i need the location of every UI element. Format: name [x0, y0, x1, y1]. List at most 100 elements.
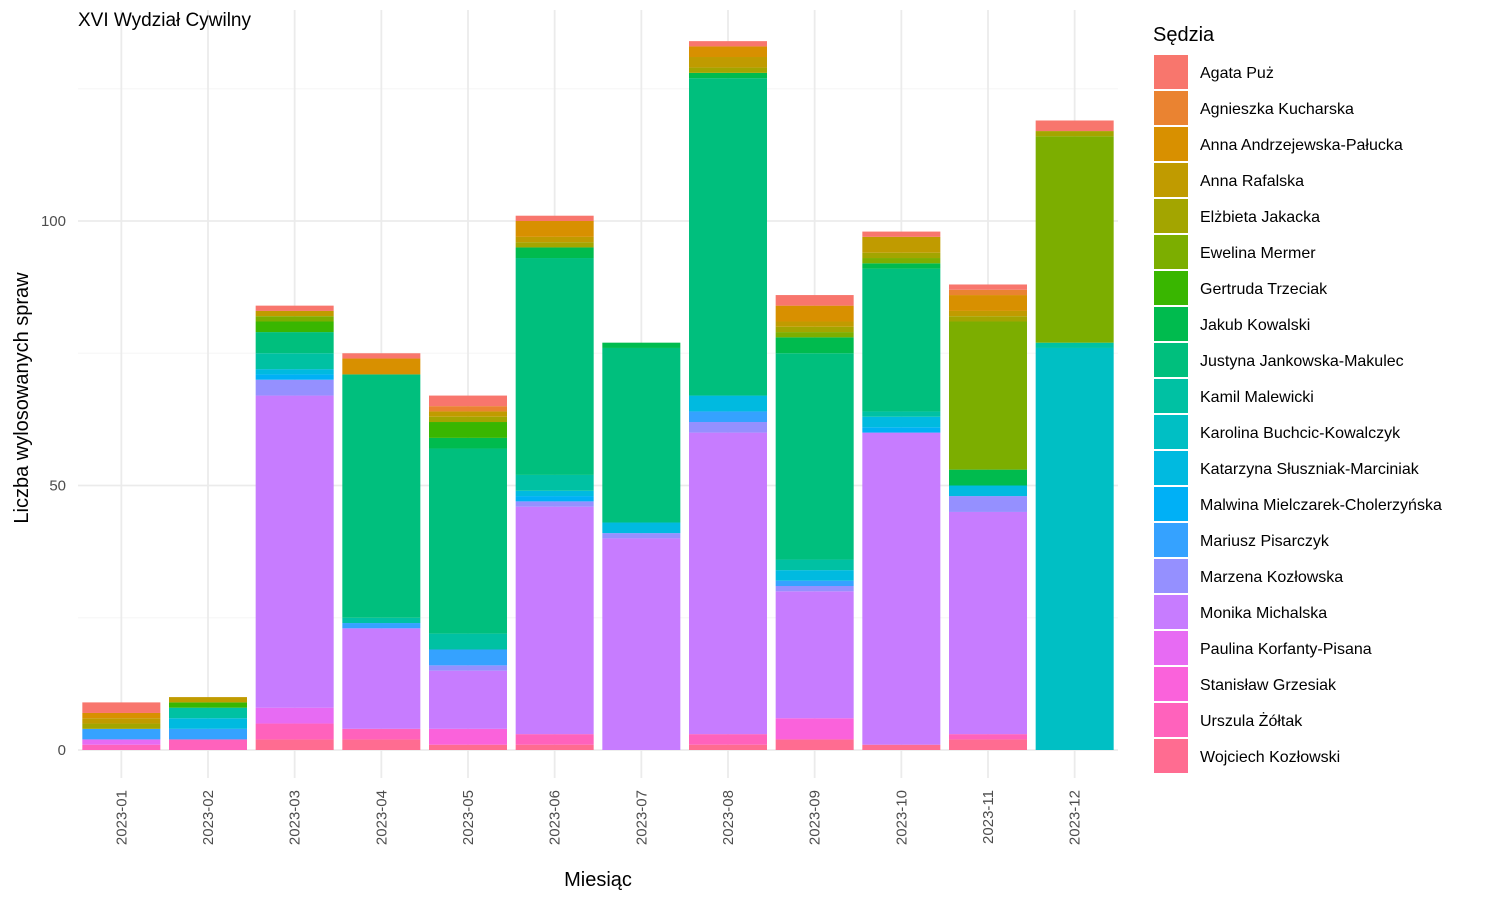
- x-tick-label: 2023-05: [460, 790, 477, 845]
- bar-segment: [515, 490, 594, 497]
- legend-label: Katarzyna Słuszniak-Marciniak: [1200, 461, 1420, 478]
- bar-segment: [429, 665, 507, 671]
- bar-segment: [862, 432, 941, 745]
- bar-segment: [949, 511, 1027, 735]
- bar-segment: [862, 252, 941, 259]
- legend-label: Justyna Jankowska-Makulec: [1200, 353, 1404, 370]
- legend-label: Gertruda Trzeciak: [1200, 281, 1328, 298]
- bar-segment: [515, 215, 594, 221]
- x-tick-label: 2023-10: [893, 790, 910, 845]
- x-tick-label: 2023-12: [1067, 790, 1084, 845]
- bar-segment: [82, 723, 161, 729]
- bar-segment: [169, 707, 247, 719]
- bar-segment: [689, 41, 767, 47]
- bar-segment: [429, 406, 507, 412]
- bar-segment: [862, 268, 941, 412]
- legend-swatch: [1154, 631, 1188, 665]
- bar-segment: [82, 744, 161, 750]
- legend-swatch: [1154, 667, 1188, 701]
- x-axis-title: Miesiąc: [564, 869, 632, 891]
- bar-segment: [82, 728, 161, 740]
- bar-segment: [255, 353, 334, 370]
- bar-segment: [255, 369, 334, 375]
- x-tick-label: 2023-03: [287, 790, 304, 845]
- bar-segment: [429, 395, 507, 407]
- legend-label: Malwina Mielczarek-Cholerzyńska: [1200, 497, 1442, 514]
- legend-swatch: [1154, 307, 1188, 341]
- bar-segment: [255, 395, 334, 708]
- legend-label: Jakub Kowalski: [1200, 317, 1310, 334]
- bar-segment: [602, 347, 681, 523]
- legend-label: Karolina Buchcic-Kowalczyk: [1200, 425, 1401, 442]
- bar-segment: [515, 506, 594, 735]
- legend-title: Sędzia: [1153, 24, 1215, 46]
- bar-segment: [775, 559, 854, 571]
- y-tick-label: 0: [58, 742, 66, 759]
- bar-segment: [255, 379, 334, 396]
- x-tick-label: 2023-07: [633, 790, 650, 845]
- bar-segment: [515, 474, 594, 491]
- bar-segment: [255, 305, 334, 311]
- legend-swatch: [1154, 199, 1188, 233]
- bar-segment: [255, 316, 334, 322]
- x-tick-label: 2023-09: [807, 790, 824, 845]
- bar-segment: [689, 57, 767, 68]
- bar-segment: [862, 263, 941, 269]
- y-tick-label: 100: [41, 213, 66, 230]
- bar-segment: [255, 707, 334, 724]
- legend-swatch: [1154, 271, 1188, 305]
- bar-segment: [689, 411, 767, 423]
- bar-segment: [689, 734, 767, 745]
- bar-segment: [82, 712, 161, 719]
- bar-segment: [689, 78, 767, 396]
- bar-segment: [775, 580, 854, 587]
- bar-segment: [689, 46, 767, 58]
- bar-segment: [342, 374, 421, 618]
- bar-segment: [775, 332, 854, 338]
- bar-segment: [342, 353, 421, 359]
- bar-segment: [515, 744, 594, 750]
- legend-swatch: [1154, 487, 1188, 521]
- bar-segment: [82, 702, 161, 713]
- bar-segment: [949, 284, 1027, 290]
- bar-segment: [689, 67, 767, 73]
- bar-segment: [949, 485, 1027, 497]
- x-tick-label: 2023-06: [547, 790, 564, 845]
- bar-segment: [255, 321, 334, 333]
- bar-segment: [255, 310, 334, 317]
- bar-segment: [775, 570, 854, 581]
- y-tick-label: 50: [49, 478, 66, 495]
- x-tick-label: 2023-11: [980, 790, 997, 844]
- bar-segment: [82, 739, 161, 745]
- legend-label: Anna Rafalska: [1200, 173, 1304, 190]
- bar-segment: [1035, 347, 1114, 750]
- legend-label: Urszula Żółtak: [1200, 711, 1303, 730]
- legend-swatch: [1154, 415, 1188, 449]
- bar-segment: [689, 72, 767, 79]
- legend-label: Monika Michalska: [1200, 605, 1327, 622]
- x-tick-label: 2023-08: [720, 790, 737, 845]
- bar-segment: [689, 432, 767, 735]
- bar-segment: [862, 411, 941, 417]
- bar-segment: [775, 305, 854, 322]
- bar-segment: [775, 353, 854, 560]
- bar-segment: [602, 522, 681, 534]
- bar-segment: [169, 739, 247, 750]
- legend-label: Kamil Malewicki: [1200, 389, 1314, 406]
- legend-label: Wojciech Kozłowski: [1200, 749, 1340, 766]
- chart-title: XVI Wydział Cywilny: [78, 10, 251, 31]
- bars: [82, 41, 1114, 750]
- bar-segment: [775, 718, 854, 740]
- bar-segment: [949, 289, 1027, 296]
- bar-segment: [515, 242, 594, 248]
- bar-segment: [429, 649, 507, 666]
- bar-segment: [689, 395, 767, 412]
- bar-segment: [515, 221, 594, 237]
- bar-segment: [862, 427, 941, 433]
- bar-segment: [862, 231, 941, 237]
- bar-segment: [689, 744, 767, 750]
- x-tick-label: 2023-01: [113, 790, 130, 845]
- bar-segment: [1035, 342, 1114, 348]
- bar-segment: [949, 734, 1027, 740]
